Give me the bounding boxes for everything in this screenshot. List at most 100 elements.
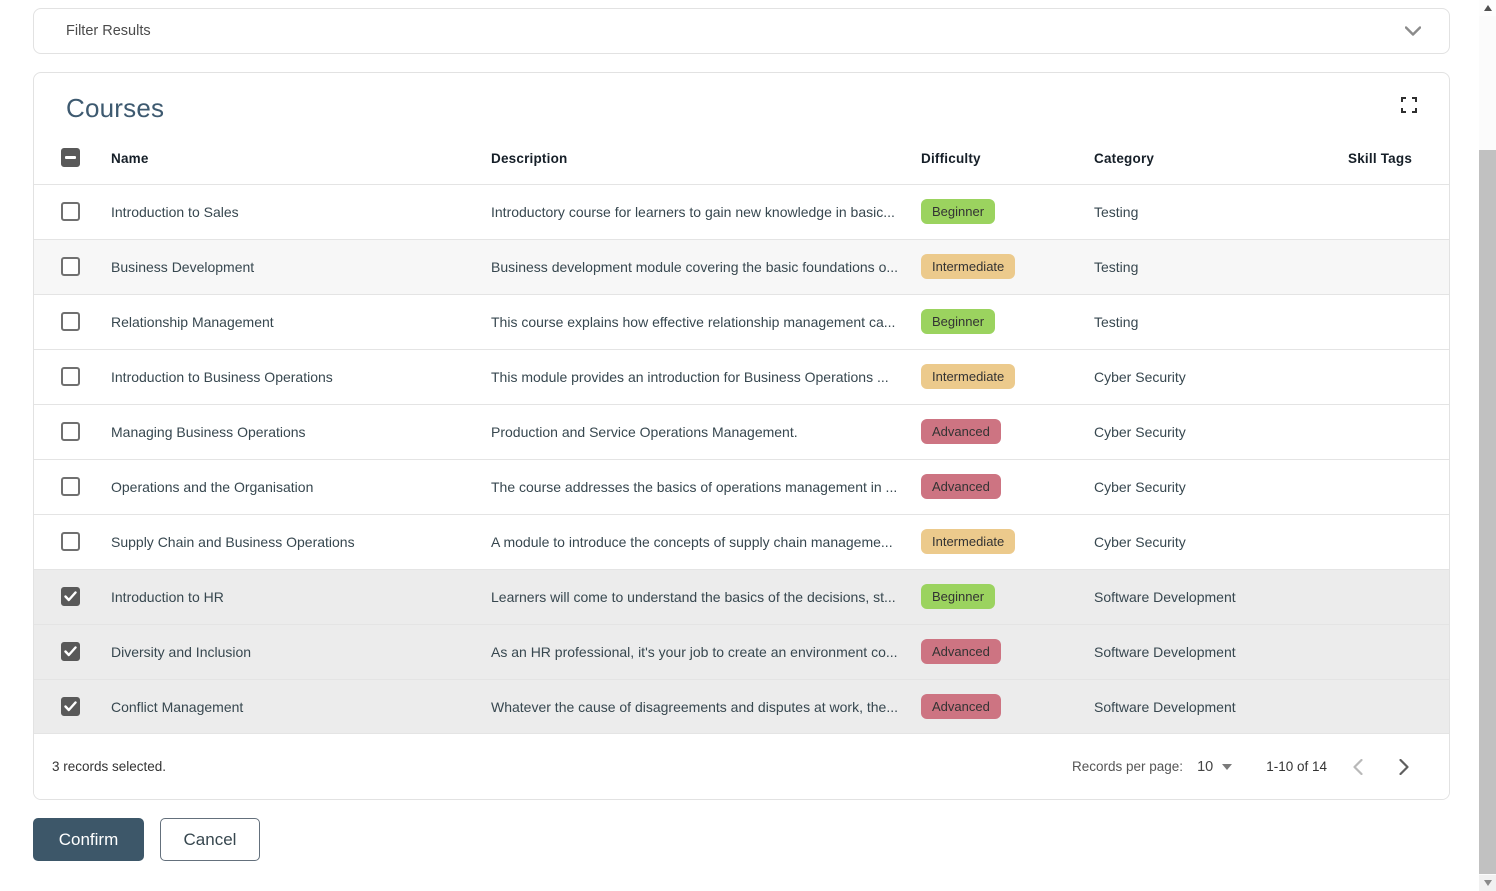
course-skill-tags-cell xyxy=(1336,514,1449,569)
courses-table: Name Description Difficulty Category Ski… xyxy=(34,132,1449,734)
course-skill-tags-cell xyxy=(1336,294,1449,349)
column-header-skill-tags: Skill Tags xyxy=(1348,150,1413,166)
course-category-cell: Cyber Security xyxy=(1094,423,1186,440)
scrollbar-down-arrow[interactable] xyxy=(1479,875,1496,891)
chevron-down-icon[interactable] xyxy=(1405,26,1421,36)
course-category-cell: Software Development xyxy=(1094,698,1236,715)
table-row[interactable]: Diversity and Inclusion As an HR professi… xyxy=(34,624,1449,679)
course-name-cell: Introduction to Sales xyxy=(111,203,239,220)
select-all-checkbox[interactable] xyxy=(61,148,80,168)
records-per-page-label: Records per page: xyxy=(1071,759,1184,774)
row-checkbox[interactable] xyxy=(61,697,80,717)
selected-count-text: 3 records selected. xyxy=(52,759,167,774)
next-page-button[interactable] xyxy=(1389,752,1419,782)
course-category-cell: Software Development xyxy=(1094,643,1236,660)
column-header-name: Name xyxy=(111,150,149,166)
prev-page-button[interactable] xyxy=(1343,752,1373,782)
course-description-cell: Whatever the cause of disagreements and … xyxy=(491,698,898,715)
course-category-cell: Testing xyxy=(1094,258,1139,275)
difficulty-badge: Intermediate xyxy=(921,529,1016,554)
row-checkbox[interactable] xyxy=(61,312,80,331)
difficulty-badge: Beginner xyxy=(921,309,996,334)
pagination: Records per page: 10 1-10 of 14 xyxy=(1072,752,1419,782)
table-row[interactable]: Managing Business Operations Production a… xyxy=(34,404,1449,459)
column-header-description: Description xyxy=(491,150,568,166)
course-name-cell: Relationship Management xyxy=(111,313,274,330)
expand-icon[interactable] xyxy=(1401,97,1417,113)
course-description-cell: As an HR professional, it's your job to … xyxy=(491,643,898,660)
course-name-cell: Diversity and Inclusion xyxy=(111,643,252,660)
filter-results-panel[interactable]: Filter Results xyxy=(33,8,1450,54)
row-checkbox[interactable] xyxy=(61,367,80,386)
course-description-cell: This course explains how effective relat… xyxy=(491,313,896,330)
course-category-cell: Cyber Security xyxy=(1094,368,1186,385)
course-description-cell: Business development module covering the… xyxy=(491,258,899,275)
difficulty-badge: Advanced xyxy=(921,419,1001,444)
row-checkbox[interactable] xyxy=(61,587,80,606)
course-category-cell: Cyber Security xyxy=(1094,533,1186,550)
course-description-cell: This module provides an introduction for… xyxy=(491,368,889,385)
filter-results-label: Filter Results xyxy=(66,23,151,39)
course-skill-tags-cell xyxy=(1336,184,1449,239)
table-header-row: Name Description Difficulty Category Ski… xyxy=(34,132,1449,184)
course-skill-tags-cell xyxy=(1336,239,1449,294)
page-title: Courses xyxy=(66,93,165,123)
course-name-cell: Introduction to HR xyxy=(111,588,224,605)
table-row[interactable]: Introduction to Sales Introductory course… xyxy=(34,184,1449,239)
column-header-difficulty: Difficulty xyxy=(921,150,981,166)
course-category-cell: Testing xyxy=(1094,203,1139,220)
course-name-cell: Supply Chain and Business Operations xyxy=(111,533,355,550)
course-skill-tags-cell xyxy=(1336,624,1449,679)
course-skill-tags-cell xyxy=(1336,349,1449,404)
row-checkbox[interactable] xyxy=(61,532,80,551)
page-range-text: 1-10 of 14 xyxy=(1266,759,1327,774)
row-checkbox[interactable] xyxy=(61,642,80,661)
records-per-page-select[interactable]: 10 xyxy=(1197,758,1233,775)
caret-down-icon xyxy=(1222,763,1233,770)
course-description-cell: Learners will come to understand the bas… xyxy=(491,588,896,605)
scrollbar-thumb[interactable] xyxy=(1479,150,1496,874)
course-category-cell: Software Development xyxy=(1094,588,1236,605)
table-row[interactable]: Relationship Management This course expla… xyxy=(34,294,1449,349)
table-row[interactable]: Operations and the Organisation The cours… xyxy=(34,459,1449,514)
table-footer: 3 records selected. Records per page: 10… xyxy=(34,733,1449,799)
cancel-button[interactable]: Cancel xyxy=(160,818,260,861)
difficulty-badge: Intermediate xyxy=(921,254,1016,279)
table-row[interactable]: Supply Chain and Business Operations A mo… xyxy=(34,514,1449,569)
difficulty-badge: Advanced xyxy=(921,694,1001,720)
confirm-button[interactable]: Confirm xyxy=(33,818,144,861)
course-description-cell: Introductory course for learners to gain… xyxy=(491,203,895,220)
difficulty-badge: Beginner xyxy=(921,199,996,224)
course-skill-tags-cell xyxy=(1336,679,1449,734)
page-scrollbar[interactable] xyxy=(1479,0,1496,891)
course-description-cell: A module to introduce the concepts of su… xyxy=(491,533,893,550)
table-row[interactable]: Business Development Business development… xyxy=(34,239,1449,294)
course-name-cell: Conflict Management xyxy=(111,698,244,715)
row-checkbox[interactable] xyxy=(61,202,80,221)
course-name-cell: Business Development xyxy=(111,258,255,275)
course-category-cell: Testing xyxy=(1094,313,1139,330)
course-description-cell: Production and Service Operations Manage… xyxy=(491,423,798,440)
difficulty-badge: Advanced xyxy=(921,474,1001,499)
row-checkbox[interactable] xyxy=(61,422,80,441)
course-description-cell: The course addresses the basics of opera… xyxy=(491,478,898,495)
table-row[interactable]: Introduction to HR Learners will come to … xyxy=(34,569,1449,624)
records-per-page-value: 10 xyxy=(1197,758,1214,775)
courses-panel: Courses Name Description xyxy=(33,72,1450,800)
row-checkbox[interactable] xyxy=(61,477,80,496)
column-header-category: Category xyxy=(1094,150,1155,166)
scrollbar-up-arrow[interactable] xyxy=(1479,0,1496,16)
table-row[interactable]: Introduction to Business Operations This … xyxy=(34,349,1449,404)
difficulty-badge: Beginner xyxy=(921,584,996,609)
course-skill-tags-cell xyxy=(1336,569,1449,624)
course-name-cell: Managing Business Operations xyxy=(111,423,306,440)
table-row[interactable]: Conflict Management Whatever the cause of… xyxy=(34,679,1449,734)
row-checkbox[interactable] xyxy=(61,257,80,276)
course-name-cell: Introduction to Business Operations xyxy=(111,368,333,385)
course-skill-tags-cell xyxy=(1336,459,1449,514)
difficulty-badge: Advanced xyxy=(921,639,1001,664)
course-skill-tags-cell xyxy=(1336,404,1449,459)
course-category-cell: Cyber Security xyxy=(1094,478,1186,495)
course-name-cell: Operations and the Organisation xyxy=(111,478,314,495)
